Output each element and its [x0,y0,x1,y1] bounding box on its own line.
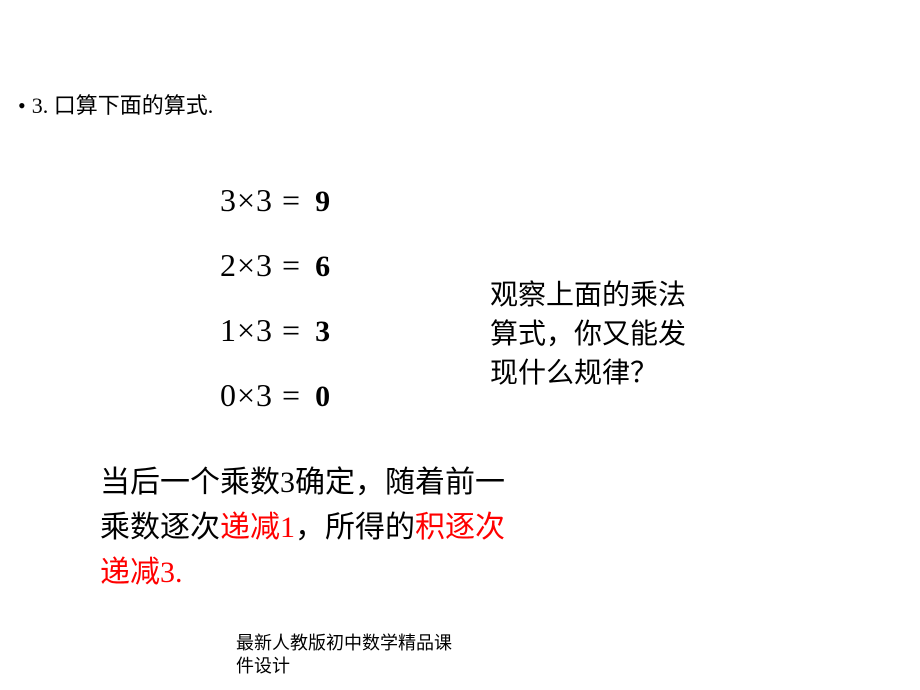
slide: •3. 口算下面的算式. 3×3 = 9 2×3 = 6 1×3 = 3 0×3… [0,0,920,690]
observation-question: 观察上面的乘法 算式，你又能发 现什么规律？ [490,276,686,394]
exercise-prompt: •3. 口算下面的算式. [18,88,213,121]
equation-row: 1×3 = 3 [220,312,330,349]
conclusion-segment: 乘数逐次 [100,511,220,544]
slide-footer: 最新人教版初中数学精品课 件设计 [236,632,452,679]
conclusion-line: 当后一个乘数3确定，随着前一 [100,460,505,505]
conclusion-line: 递减3. [100,550,505,595]
conclusion-highlight: 递减1 [220,511,295,544]
equation-list: 3×3 = 9 2×3 = 6 1×3 = 3 0×3 = 0 [220,182,330,442]
equation-row: 0×3 = 0 [220,377,330,414]
equation-lhs: 0×3 = [220,377,301,414]
conclusion-highlight: 积逐次 [415,511,505,544]
conclusion-text: 当后一个乘数3确定，随着前一 乘数逐次递减1，所得的积逐次 递减3. [100,460,505,595]
conclusion-segment: ，所得的 [295,511,415,544]
equation-lhs: 3×3 = [220,182,301,219]
prompt-text: 3. 口算下面的算式. [32,93,214,118]
bullet-dot-icon: • [18,93,26,119]
question-line: 观察上面的乘法 [490,276,686,315]
conclusion-highlight: 递减3. [100,556,183,589]
footer-line: 最新人教版初中数学精品课 [236,632,452,655]
equation-row: 2×3 = 6 [220,247,330,284]
equation-answer: 3 [315,315,330,349]
conclusion-segment: 当后一个乘数3确定，随着前一 [100,466,505,499]
equation-answer: 0 [315,380,330,414]
equation-lhs: 2×3 = [220,247,301,284]
question-line: 算式，你又能发 [490,315,686,354]
footer-line: 件设计 [236,655,452,678]
conclusion-line: 乘数逐次递减1，所得的积逐次 [100,505,505,550]
equation-answer: 6 [315,250,330,284]
equation-answer: 9 [315,185,330,219]
equation-row: 3×3 = 9 [220,182,330,219]
question-line: 现什么规律？ [490,354,686,393]
equation-lhs: 1×3 = [220,312,301,349]
